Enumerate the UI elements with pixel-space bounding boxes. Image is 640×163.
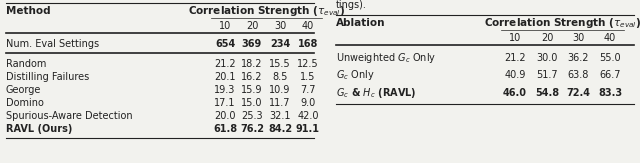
Text: 21.2: 21.2 [504, 53, 526, 63]
Text: Num. Eval Settings: Num. Eval Settings [6, 39, 99, 49]
Text: 10: 10 [509, 33, 521, 43]
Text: 25.3: 25.3 [241, 111, 263, 121]
Text: 30.0: 30.0 [536, 53, 557, 63]
Text: 11.7: 11.7 [269, 98, 291, 108]
Text: 40: 40 [302, 21, 314, 31]
Text: Domino: Domino [6, 98, 44, 108]
Text: 20.1: 20.1 [214, 72, 236, 82]
Text: Spurious-Aware Detection: Spurious-Aware Detection [6, 111, 132, 121]
Text: 168: 168 [298, 39, 318, 49]
Text: 83.3: 83.3 [598, 88, 622, 98]
Text: 40: 40 [604, 33, 616, 43]
Text: 21.2: 21.2 [214, 59, 236, 69]
Text: 1.5: 1.5 [300, 72, 316, 82]
Text: 369: 369 [242, 39, 262, 49]
Text: 91.1: 91.1 [296, 124, 320, 134]
Text: 654: 654 [215, 39, 235, 49]
Text: 9.0: 9.0 [300, 98, 316, 108]
Text: 20: 20 [246, 21, 258, 31]
Text: 84.2: 84.2 [268, 124, 292, 134]
Text: 12.5: 12.5 [297, 59, 319, 69]
Text: 17.1: 17.1 [214, 98, 236, 108]
Text: RAVL (Ours): RAVL (Ours) [6, 124, 72, 134]
Text: 36.2: 36.2 [567, 53, 589, 63]
Text: 30: 30 [572, 33, 584, 43]
Text: 55.0: 55.0 [599, 53, 621, 63]
Text: 66.7: 66.7 [599, 70, 621, 80]
Text: Unweighted $G_c$ Only: Unweighted $G_c$ Only [336, 51, 436, 65]
Text: Random: Random [6, 59, 46, 69]
Text: 54.8: 54.8 [535, 88, 559, 98]
Text: 51.7: 51.7 [536, 70, 558, 80]
Text: 10: 10 [219, 21, 231, 31]
Text: tings).: tings). [336, 0, 367, 10]
Text: 234: 234 [270, 39, 290, 49]
Text: 16.2: 16.2 [241, 72, 263, 82]
Text: Correlation Strength ($\tau_{eval}$): Correlation Strength ($\tau_{eval}$) [188, 4, 345, 18]
Text: Method: Method [6, 6, 51, 16]
Text: 72.4: 72.4 [566, 88, 590, 98]
Text: 30: 30 [274, 21, 286, 31]
Text: 15.5: 15.5 [269, 59, 291, 69]
Text: 42.0: 42.0 [297, 111, 319, 121]
Text: $G_c$ & $H_c$ (RAVL): $G_c$ & $H_c$ (RAVL) [336, 86, 417, 100]
Text: George: George [6, 85, 42, 95]
Text: Ablation: Ablation [336, 18, 385, 28]
Text: 61.8: 61.8 [213, 124, 237, 134]
Text: 76.2: 76.2 [240, 124, 264, 134]
Text: 40.9: 40.9 [504, 70, 525, 80]
Text: 32.1: 32.1 [269, 111, 291, 121]
Text: Distilling Failures: Distilling Failures [6, 72, 89, 82]
Text: 63.8: 63.8 [567, 70, 589, 80]
Text: 20.0: 20.0 [214, 111, 236, 121]
Text: 15.9: 15.9 [241, 85, 263, 95]
Text: Correlation Strength ($\tau_{eval}$): Correlation Strength ($\tau_{eval}$) [484, 16, 640, 30]
Text: 7.7: 7.7 [300, 85, 316, 95]
Text: $G_c$ Only: $G_c$ Only [336, 68, 375, 82]
Text: 8.5: 8.5 [272, 72, 288, 82]
Text: 19.3: 19.3 [214, 85, 236, 95]
Text: 15.0: 15.0 [241, 98, 263, 108]
Text: 10.9: 10.9 [269, 85, 291, 95]
Text: 46.0: 46.0 [503, 88, 527, 98]
Text: 18.2: 18.2 [241, 59, 263, 69]
Text: 20: 20 [541, 33, 553, 43]
